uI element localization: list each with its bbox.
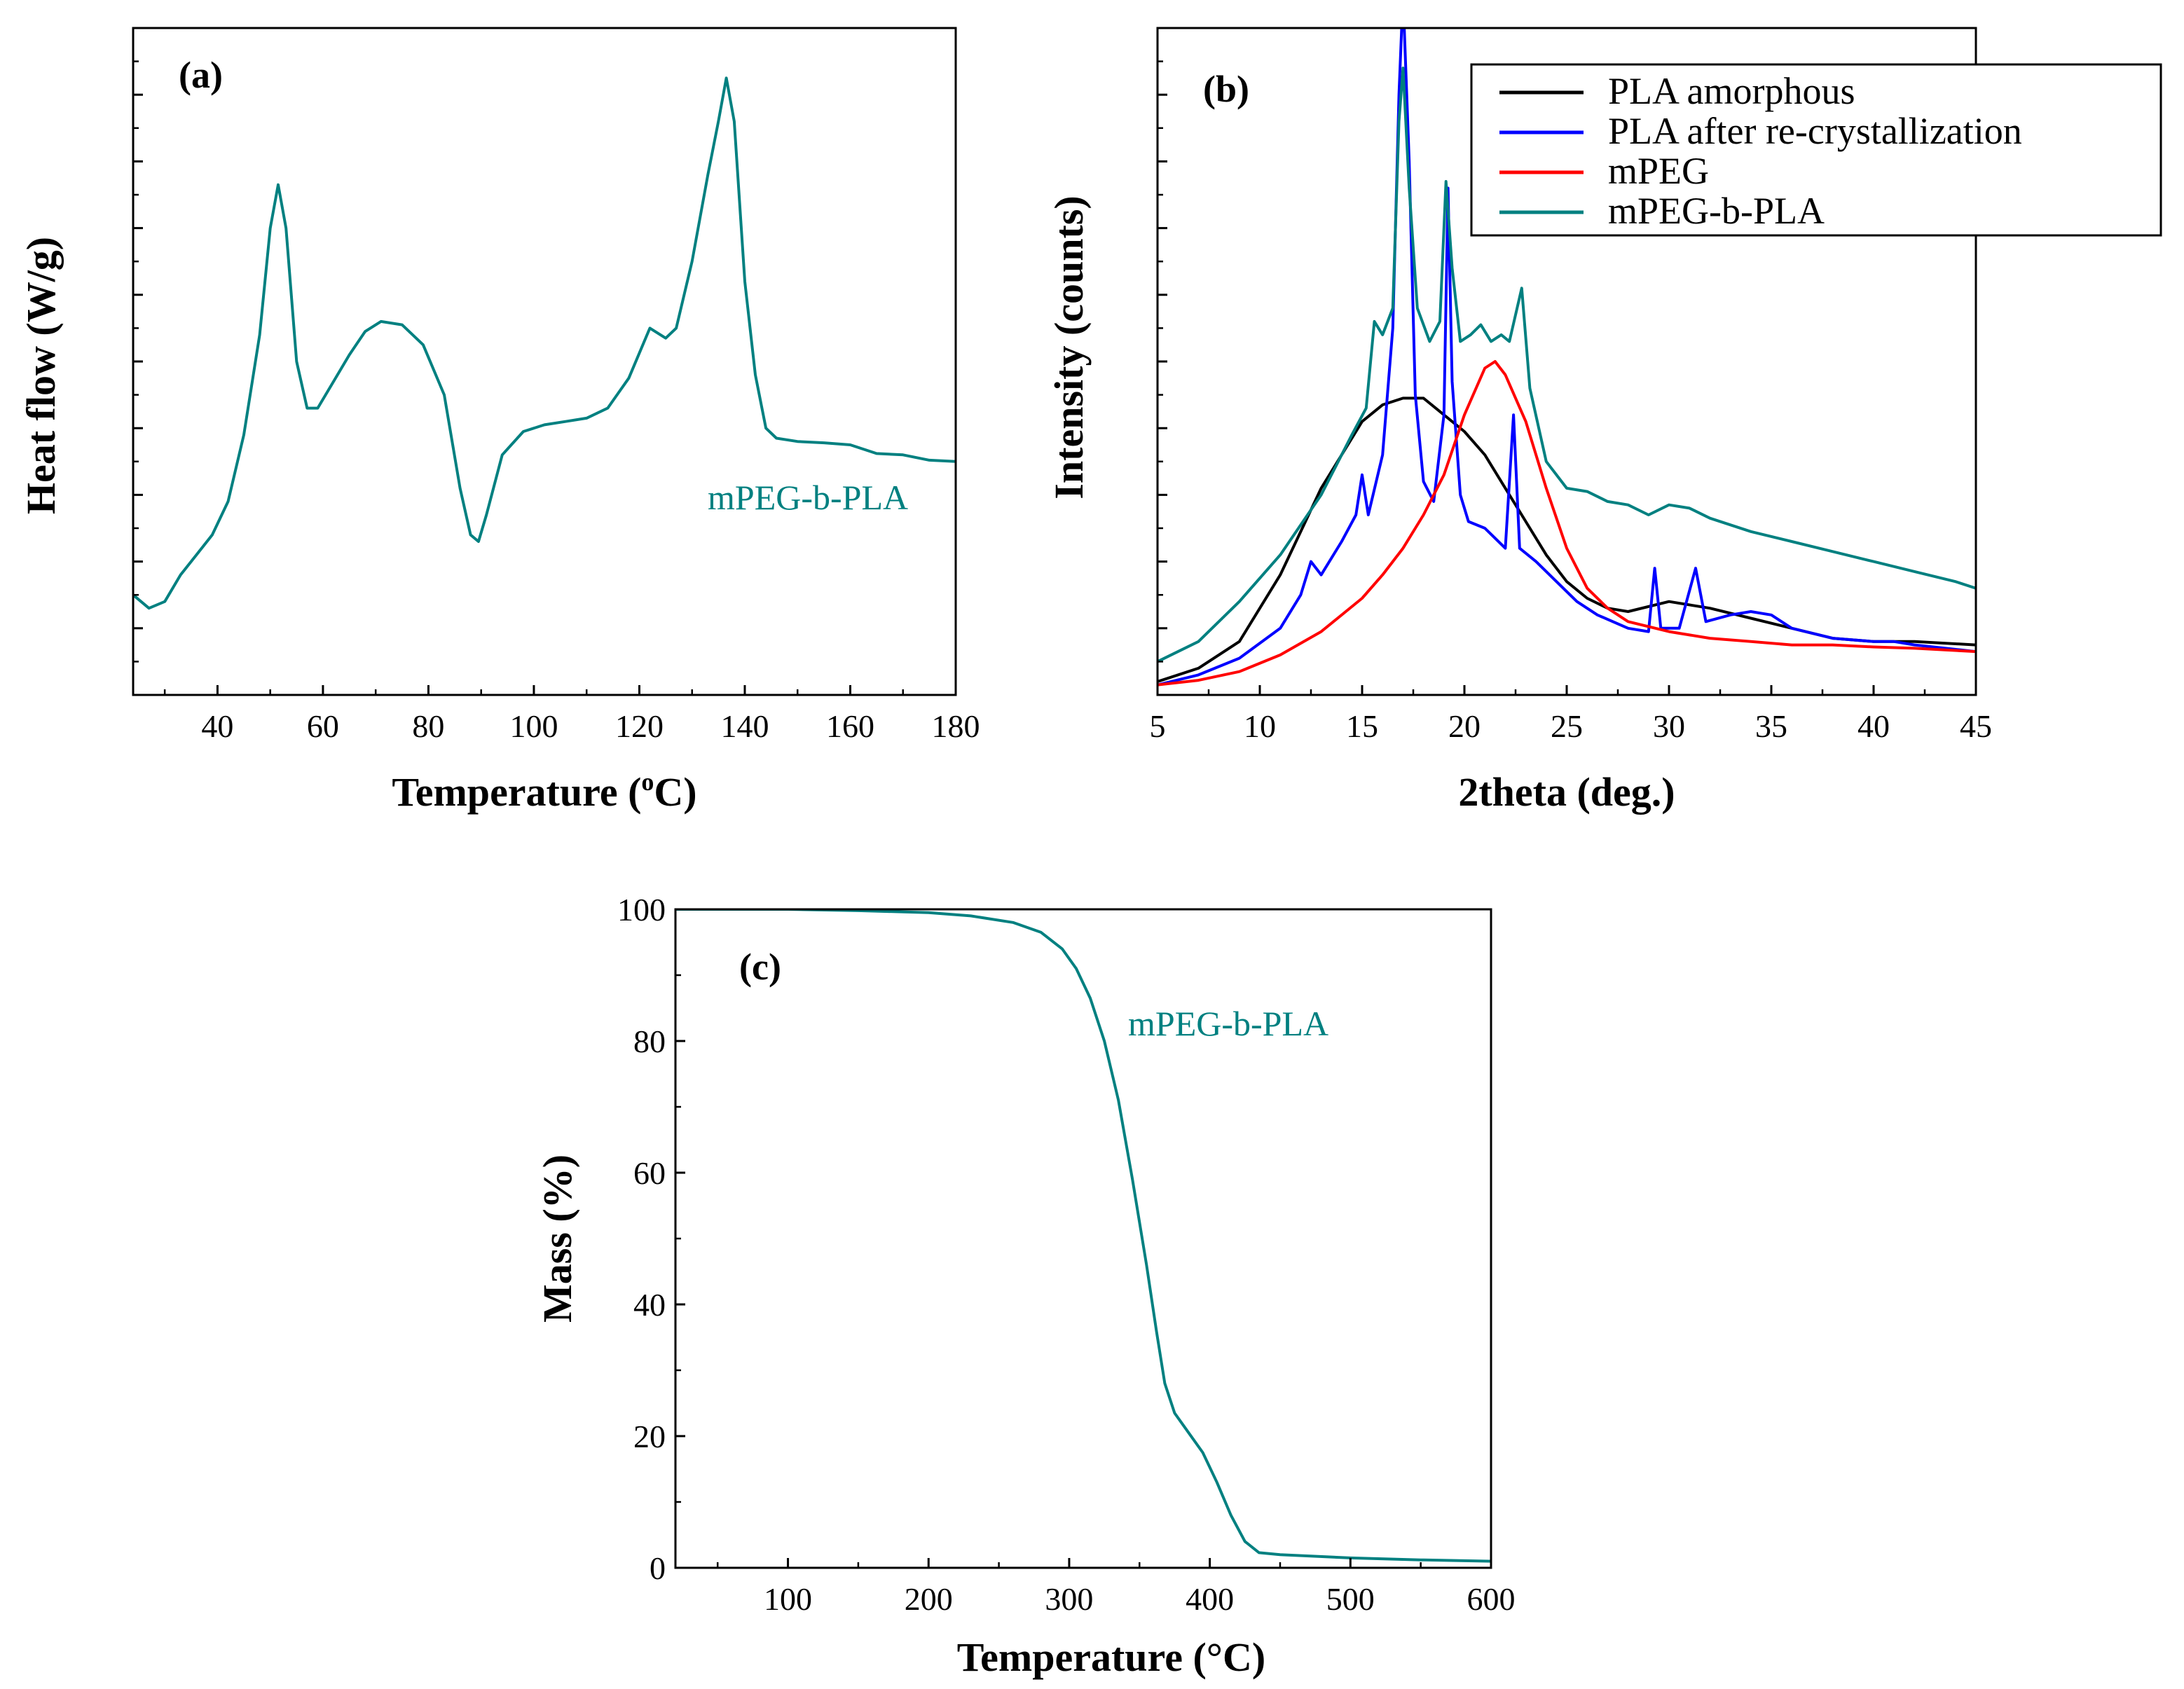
chart-c-y-axis-title: Mass (%) bbox=[535, 1154, 580, 1323]
chart-a-x-axis-title: Temperature (oC) bbox=[392, 768, 696, 815]
chart-b-x-tick-label: 5 bbox=[1150, 708, 1166, 744]
chart-c-series-0-line bbox=[675, 909, 1491, 1563]
chart-b-legend-label-0: PLA amorphous bbox=[1608, 70, 1855, 112]
chart-a-curves bbox=[133, 76, 956, 610]
chart-c-x-tick-label: 200 bbox=[905, 1581, 953, 1617]
chart-c-curves bbox=[675, 909, 1491, 1563]
chart-b-legend-label-3: mPEG-b-PLA bbox=[1608, 190, 1825, 232]
chart-a-x-tick-label: 120 bbox=[615, 708, 664, 744]
chart-c-tick-labels: 100 200 300 400 500 600 0 20 40 60 80 100 bbox=[617, 892, 1516, 1617]
chart-a-x-tick-label: 160 bbox=[826, 708, 874, 744]
chart-b-x-tick-label: 35 bbox=[1755, 708, 1787, 744]
chart-b-panel-label: (b) bbox=[1203, 68, 1249, 110]
chart-c-plot-frame bbox=[674, 908, 1492, 1569]
chart-b-x-axis-title: 2theta (deg.) bbox=[1458, 769, 1675, 815]
chart-a-x-tick-label: 140 bbox=[720, 708, 769, 744]
chart-a: 40 60 80 100 120 140 160 180 (a) mPEG-b-PLA Tem… bbox=[18, 27, 980, 815]
chart-b-ticks bbox=[1156, 27, 1977, 696]
chart-c-panel-label: (c) bbox=[739, 946, 781, 988]
chart-a-x-tick-label: 180 bbox=[932, 708, 980, 744]
chart-b-x-tick-label: 30 bbox=[1653, 708, 1685, 744]
chart-c-x-tick-label: 100 bbox=[764, 1581, 812, 1617]
chart-a-x-tick-label: 60 bbox=[307, 708, 339, 744]
chart-b-x-tick-label: 25 bbox=[1551, 708, 1583, 744]
chart-c-x-tick-label: 600 bbox=[1467, 1581, 1516, 1617]
chart-a-x-tick-label: 100 bbox=[509, 708, 558, 744]
chart-b-tick-labels: 5 10 15 20 25 30 35 40 45 bbox=[1150, 708, 1993, 744]
chart-a-ticks bbox=[133, 27, 957, 696]
chart-b: 5 10 15 20 25 30 35 40 45 (b) 2theta (deg.) Inte… bbox=[1046, 27, 2162, 815]
chart-c-ticks bbox=[675, 908, 1492, 1569]
chart-b-x-tick-label: 40 bbox=[1857, 708, 1890, 744]
chart-a-series-0-line bbox=[133, 76, 956, 610]
chart-b-legend-box bbox=[1470, 63, 2162, 237]
chart-b-x-tick-label: 15 bbox=[1346, 708, 1378, 744]
chart-a-x-axis-title-end: C) bbox=[654, 769, 696, 815]
chart-a-annotation: mPEG-b-PLA bbox=[708, 478, 908, 517]
chart-a-tick-labels: 40 60 80 100 120 140 160 180 bbox=[201, 708, 980, 744]
chart-b-curves bbox=[1158, 28, 1976, 687]
chart-c-x-tick-label: 500 bbox=[1326, 1581, 1375, 1617]
chart-a-panel-label: (a) bbox=[179, 54, 223, 96]
chart-a-x-axis-title-sup: o bbox=[641, 768, 654, 796]
chart-c-x-axis-title: Temperature (°C) bbox=[957, 1634, 1265, 1680]
chart-b-legend-label-1: PLA after re-crystallization bbox=[1608, 110, 2022, 152]
chart-a-x-tick-label: 80 bbox=[412, 708, 444, 744]
chart-b-x-tick-label: 10 bbox=[1244, 708, 1276, 744]
chart-b-x-tick-label: 20 bbox=[1448, 708, 1481, 744]
chart-c-x-tick-label: 300 bbox=[1045, 1581, 1093, 1617]
chart-b-legend: PLA amorphous PLA after re-crystallizati… bbox=[1470, 63, 2162, 237]
chart-b-series-1-line bbox=[1158, 28, 1976, 687]
chart-a-y-axis-title: Heat flow (W/g) bbox=[18, 237, 64, 514]
chart-b-series-3-line bbox=[1158, 67, 1976, 663]
chart-c-annotation: mPEG-b-PLA bbox=[1128, 1004, 1328, 1043]
chart-c-y-tick-label: 100 bbox=[617, 892, 666, 928]
chart-c-x-tick-label: 400 bbox=[1186, 1581, 1234, 1617]
chart-c-y-tick-label: 40 bbox=[633, 1287, 666, 1323]
chart-b-series-2-line bbox=[1158, 360, 1976, 687]
chart-c-y-tick-label: 20 bbox=[633, 1419, 666, 1454]
chart-b-x-tick-label: 45 bbox=[1960, 708, 1992, 744]
chart-c-y-tick-label: 80 bbox=[633, 1023, 666, 1059]
chart-a-x-tick-label: 40 bbox=[201, 708, 233, 744]
chart-c-y-tick-label: 0 bbox=[650, 1550, 666, 1586]
chart-b-legend-label-2: mPEG bbox=[1608, 150, 1709, 192]
chart-c-y-tick-label: 60 bbox=[633, 1155, 666, 1191]
chart-c: 100 200 300 400 500 600 0 20 40 60 80 100 (c) mPEG-… bbox=[535, 892, 1516, 1680]
chart-b-y-axis-title: Intensity (counts) bbox=[1046, 195, 1092, 499]
chart-a-x-axis-title-main: Temperature ( bbox=[392, 769, 641, 815]
